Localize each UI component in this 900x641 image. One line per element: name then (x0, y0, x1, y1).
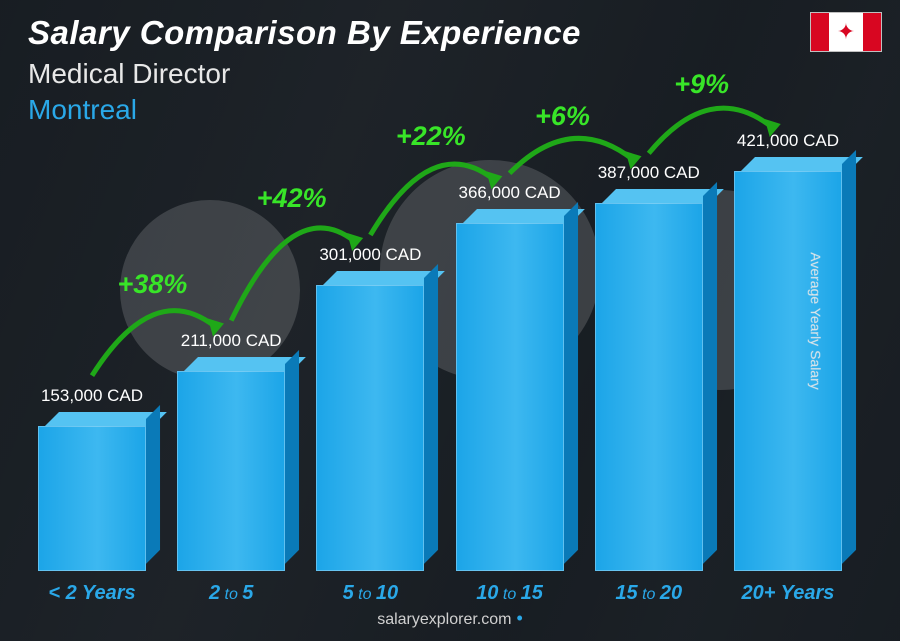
bar-value-label: 387,000 CAD (598, 163, 700, 183)
bar-value-label: 366,000 CAD (459, 183, 561, 203)
growth-percent-label: +38% (117, 269, 187, 300)
growth-percent-label: +6% (535, 101, 590, 132)
bar-value-label: 211,000 CAD (181, 331, 282, 351)
bar-column: 366,000 CAD10 to 15 (456, 223, 564, 571)
bar: 153,000 CAD (38, 426, 146, 571)
growth-percent-label: +22% (396, 121, 466, 152)
bar-category-label: 20+ Years (741, 582, 834, 605)
bar: 366,000 CAD (456, 223, 564, 571)
bar-value-label: 153,000 CAD (41, 386, 143, 406)
bar: 387,000 CAD (595, 203, 703, 571)
bar-value-label: 301,000 CAD (319, 245, 421, 265)
dot-icon: • (511, 608, 522, 628)
canada-flag-icon: ✦ (810, 12, 882, 52)
bar-category-label: 15 to 20 (615, 582, 682, 605)
bar-category-label: 10 to 15 (476, 582, 543, 605)
bar-category-label: < 2 Years (48, 582, 135, 605)
chart-title: Salary Comparison By Experience (28, 14, 581, 52)
growth-percent-label: +42% (257, 183, 327, 214)
bar: 211,000 CAD (177, 371, 285, 571)
bar: 421,000 CAD (734, 171, 842, 571)
footer-attribution: salaryexplorer.com • (0, 608, 900, 629)
maple-leaf-icon: ✦ (837, 21, 855, 43)
bar-value-label: 421,000 CAD (737, 131, 839, 151)
bar-column: 153,000 CAD< 2 Years (38, 426, 146, 571)
y-axis-label: Average Yearly Salary (807, 252, 823, 390)
bar-category-label: 2 to 5 (209, 582, 253, 605)
bar: 301,000 CAD (316, 285, 424, 571)
bar-category-label: 5 to 10 (343, 582, 399, 605)
bar-column: 421,000 CAD20+ Years (734, 171, 842, 571)
bar-column: 301,000 CAD5 to 10 (316, 285, 424, 571)
chart-subtitle: Medical Director (28, 58, 581, 90)
bar-chart: 153,000 CAD< 2 Years 211,000 CAD2 to 5 301… (38, 101, 842, 571)
bar-column: 211,000 CAD2 to 5 (177, 371, 285, 571)
bar-column: 387,000 CAD15 to 20 (595, 203, 703, 571)
growth-percent-label: +9% (674, 69, 729, 100)
